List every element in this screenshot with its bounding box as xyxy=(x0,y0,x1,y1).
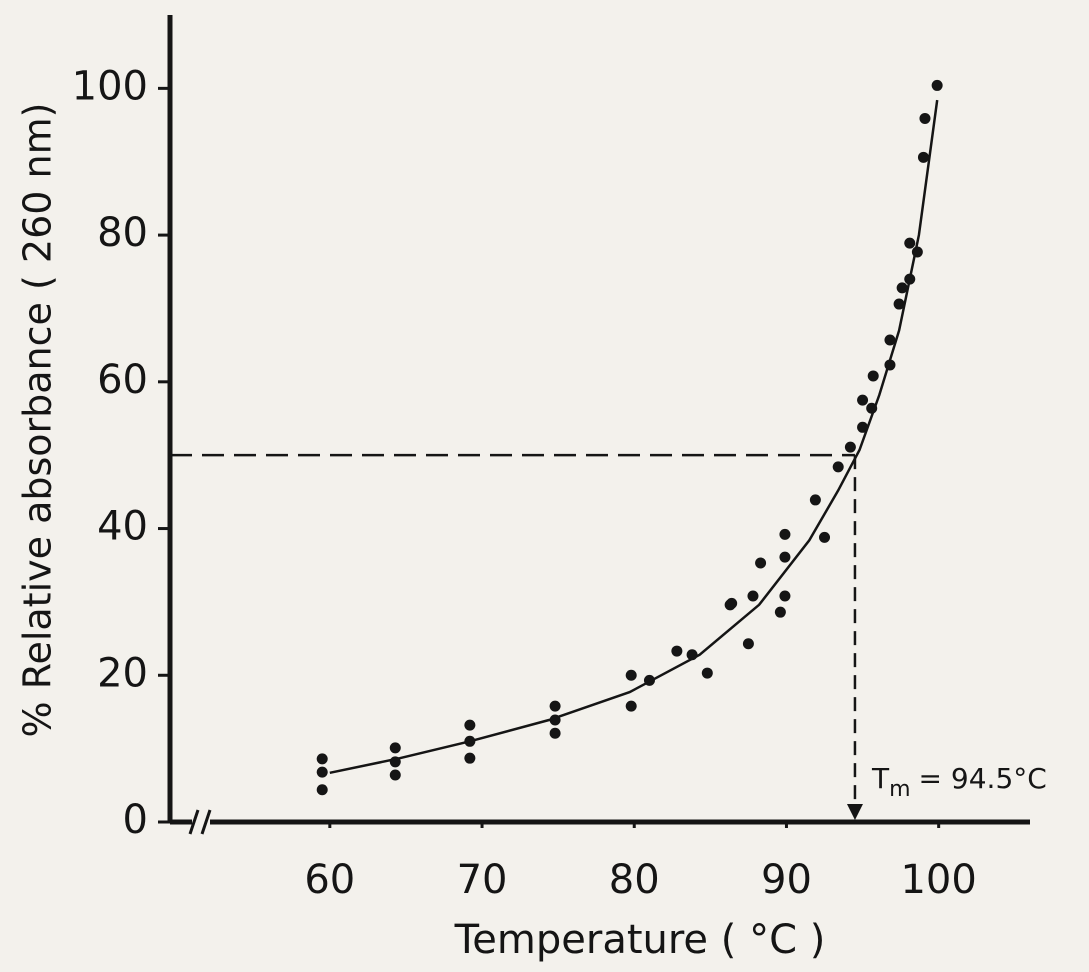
data-point xyxy=(904,237,916,249)
data-point xyxy=(701,667,713,679)
data-point xyxy=(904,273,916,285)
tm-annotation: Tm = 94.5°C xyxy=(871,762,1047,802)
data-point xyxy=(809,494,821,506)
x-tick-label: 100 xyxy=(900,857,976,903)
reference-arrow xyxy=(846,804,863,820)
data-point xyxy=(857,421,869,433)
y-tick-label: 0 xyxy=(123,797,148,843)
data-point xyxy=(389,756,401,768)
data-point xyxy=(549,714,561,726)
x-tick-label: 70 xyxy=(457,857,508,903)
data-point xyxy=(857,394,869,406)
data-point xyxy=(643,674,655,686)
data-point xyxy=(389,742,401,754)
data-point xyxy=(755,557,767,569)
x-tick-label: 90 xyxy=(761,857,812,903)
data-point xyxy=(726,597,738,609)
data-point xyxy=(893,298,905,310)
data-point xyxy=(316,753,328,765)
data-point xyxy=(316,784,328,796)
y-tick-label: 60 xyxy=(97,357,148,403)
data-point xyxy=(832,461,844,473)
data-point xyxy=(742,638,754,650)
tm-symbol: T xyxy=(871,762,890,795)
axis-break xyxy=(188,809,200,835)
data-point xyxy=(911,246,923,258)
y-tick-label: 20 xyxy=(97,650,148,696)
data-point xyxy=(464,735,476,747)
axis-break xyxy=(200,809,212,835)
y-tick-label: 40 xyxy=(97,504,148,550)
data-point xyxy=(625,669,637,681)
data-point xyxy=(671,645,683,657)
data-point xyxy=(549,727,561,739)
tm-subscript: m xyxy=(889,777,910,802)
data-point xyxy=(779,528,791,540)
x-tick-label: 80 xyxy=(609,857,660,903)
data-point xyxy=(779,590,791,602)
data-point xyxy=(919,112,931,124)
data-point xyxy=(316,766,328,778)
data-point xyxy=(747,590,759,602)
data-point xyxy=(917,151,929,163)
y-axis-label: % Relative absorbance ( 260 nm) xyxy=(16,103,60,738)
data-point xyxy=(549,700,561,712)
data-point xyxy=(844,441,856,453)
data-point xyxy=(931,79,943,91)
data-point xyxy=(866,402,878,414)
data-point xyxy=(884,359,896,371)
data-point xyxy=(389,769,401,781)
x-axis-label: Temperature ( °C ) xyxy=(454,917,826,963)
tm-text: = 94.5°C xyxy=(919,762,1047,795)
data-point xyxy=(464,752,476,764)
y-tick-label: 80 xyxy=(97,210,148,256)
y-tick-label: 100 xyxy=(72,63,148,109)
x-tick-label: 60 xyxy=(304,857,355,903)
fit-curve xyxy=(329,99,939,775)
data-point xyxy=(867,370,879,382)
data-point xyxy=(464,719,476,731)
data-point xyxy=(779,551,791,563)
data-point xyxy=(884,334,896,346)
data-point xyxy=(896,282,908,294)
data-point xyxy=(625,700,637,712)
data-point xyxy=(819,531,831,543)
data-point xyxy=(774,606,786,618)
data-point xyxy=(686,649,698,661)
